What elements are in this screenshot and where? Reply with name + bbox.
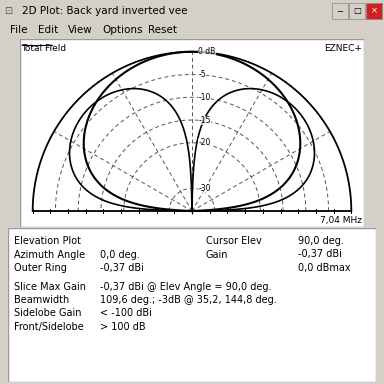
Text: -0,37 dBi: -0,37 dBi	[100, 263, 144, 273]
Text: Sidelobe Gain: Sidelobe Gain	[14, 308, 81, 318]
Text: -0,37 dBi @ Elev Angle = 90,0 deg.: -0,37 dBi @ Elev Angle = 90,0 deg.	[100, 281, 271, 291]
Text: -0,37 dBi: -0,37 dBi	[298, 250, 342, 260]
Text: 109,6 deg.; -3dB @ 35,2, 144,8 deg.: 109,6 deg.; -3dB @ 35,2, 144,8 deg.	[100, 295, 277, 305]
Text: Beamwidth: Beamwidth	[14, 295, 69, 305]
Text: Gain: Gain	[206, 250, 228, 260]
Text: > 100 dB: > 100 dB	[100, 322, 146, 332]
Text: 0 dB: 0 dB	[199, 47, 216, 56]
Text: Options: Options	[102, 25, 142, 35]
Text: File: File	[10, 25, 28, 35]
Text: < -100 dBi: < -100 dBi	[100, 308, 152, 318]
Text: 2D Plot: Back yard inverted vee: 2D Plot: Back yard inverted vee	[22, 6, 187, 16]
Text: Reset: Reset	[148, 25, 177, 35]
Text: Slice Max Gain: Slice Max Gain	[14, 281, 86, 291]
Bar	[366, 3, 382, 19]
Text: Edit: Edit	[38, 25, 58, 35]
Bar	[349, 3, 365, 19]
Text: Front/Sidelobe: Front/Sidelobe	[14, 322, 84, 332]
Text: ─: ─	[338, 7, 343, 15]
Text: ×: ×	[371, 7, 377, 15]
Bar	[332, 3, 348, 19]
Text: -5: -5	[199, 70, 206, 79]
Text: -20: -20	[199, 138, 211, 147]
Text: Azimuth Angle: Azimuth Angle	[14, 250, 85, 260]
Text: -10: -10	[199, 93, 211, 102]
Text: 90,0 deg.: 90,0 deg.	[298, 236, 344, 246]
Text: -30: -30	[199, 184, 211, 193]
Text: 7,04 MHz: 7,04 MHz	[321, 217, 362, 225]
Text: Cursor Elev: Cursor Elev	[206, 236, 262, 246]
Text: ⊡: ⊡	[4, 6, 12, 16]
Text: Elevation Plot: Elevation Plot	[14, 236, 81, 246]
Text: View: View	[68, 25, 93, 35]
Text: 0,0 dBmax: 0,0 dBmax	[298, 263, 351, 273]
Text: Outer Ring: Outer Ring	[14, 263, 67, 273]
Text: Total Field: Total Field	[22, 44, 67, 53]
Text: -15: -15	[199, 116, 211, 124]
Text: 0,0 deg.: 0,0 deg.	[100, 250, 140, 260]
Text: EZNEC+: EZNEC+	[324, 44, 362, 53]
Text: □: □	[353, 7, 361, 15]
